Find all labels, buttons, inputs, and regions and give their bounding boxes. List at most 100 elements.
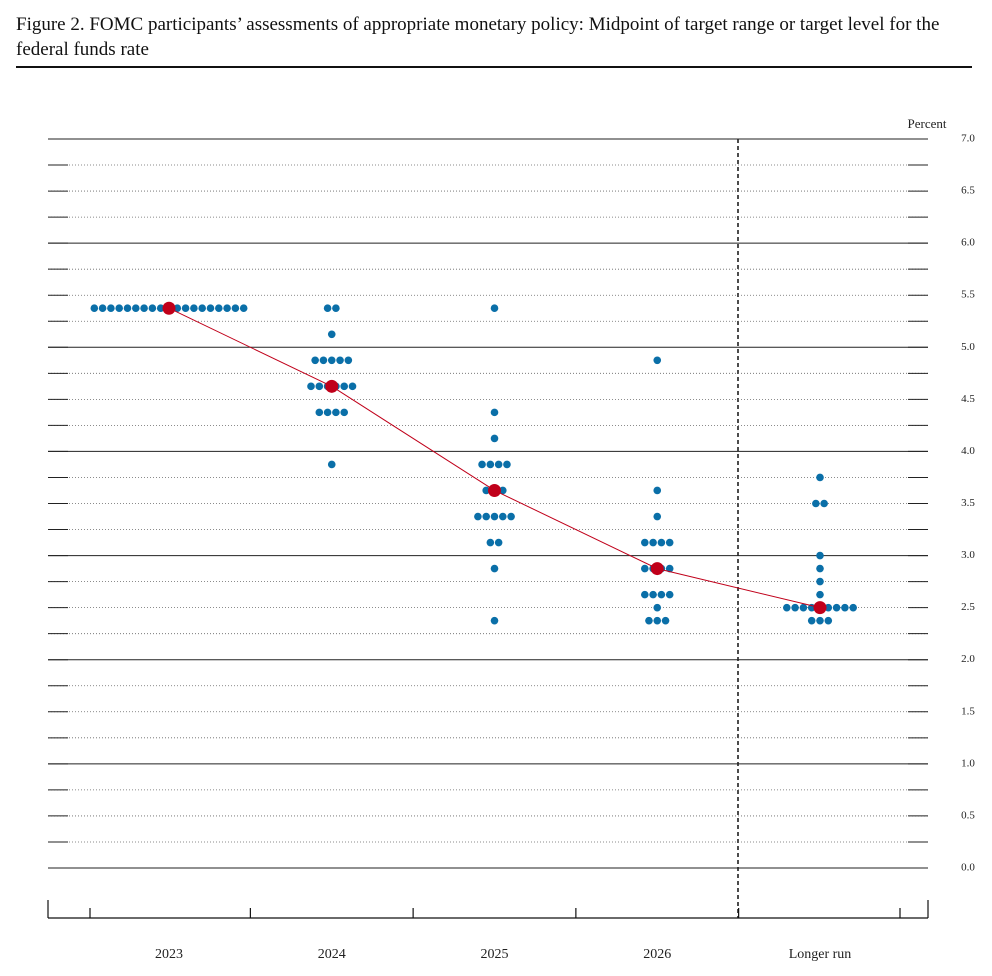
participant-dot (494, 538, 503, 547)
participant-dot (107, 304, 115, 313)
participant-dot (820, 499, 828, 508)
participant-dot (323, 408, 332, 417)
participant-dot (231, 304, 240, 313)
median-line (168, 307, 821, 609)
participant-dot (336, 356, 344, 365)
participant-dot (315, 382, 324, 391)
participant-dot (841, 603, 849, 612)
participant-dot (490, 304, 499, 313)
participant-dot (307, 382, 315, 391)
participant-dot (494, 460, 503, 469)
participant-dot (315, 408, 324, 417)
participant-dot (332, 408, 340, 417)
participant-dot (206, 304, 215, 313)
participant-dot (649, 538, 657, 547)
participant-dot (653, 356, 662, 365)
x-tick-label: 2024 (318, 947, 346, 962)
x-tick-label: 2026 (643, 947, 671, 962)
median-dot (162, 301, 176, 315)
participant-dot (148, 304, 157, 313)
y-tick-label: 5.5 (961, 289, 975, 301)
participant-dot (98, 304, 107, 313)
participant-dot (239, 304, 248, 313)
y-tick-label: 1.0 (961, 757, 975, 769)
participant-dot (190, 304, 198, 313)
y-tick-label: 4.0 (961, 445, 975, 457)
participant-dot (799, 603, 808, 612)
participant-dot (490, 408, 499, 417)
title-rule (16, 66, 972, 68)
median-dot (325, 379, 339, 393)
participant-dot (812, 499, 820, 508)
participant-dot (332, 304, 340, 313)
participant-dot (816, 577, 824, 586)
y-tick-label: 6.5 (961, 185, 975, 197)
participant-dot (641, 538, 649, 547)
participant-dot (348, 382, 357, 391)
participant-dot (653, 512, 662, 521)
participant-dot (816, 564, 824, 573)
participant-dot (319, 356, 328, 365)
y-axis-label: Percent (908, 116, 947, 131)
participant-dot (340, 382, 349, 391)
participant-dot (653, 616, 662, 625)
y-tick-label: 2.0 (961, 653, 975, 665)
participant-dot (323, 304, 332, 313)
participant-dot (832, 603, 841, 612)
participant-dot (486, 538, 495, 547)
participant-dot (123, 304, 132, 313)
participant-dot (344, 356, 353, 365)
participant-dot (507, 512, 515, 521)
participant-dot (649, 590, 657, 599)
participant-dot (140, 304, 148, 313)
y-tick-label: 1.5 (961, 705, 975, 717)
participant-dot (657, 538, 666, 547)
y-tick-label: 3.0 (961, 549, 975, 561)
participant-dot (816, 473, 824, 482)
x-tick-label: 2025 (481, 947, 509, 962)
y-tick-label: 4.5 (961, 393, 975, 405)
participant-dot (824, 616, 833, 625)
participant-dot (490, 564, 499, 573)
participant-dot (791, 603, 799, 612)
participant-dot (849, 603, 857, 612)
y-tick-label: 3.5 (961, 497, 975, 509)
participant-dot (653, 603, 662, 612)
participant-dot (824, 603, 833, 612)
participant-dot (641, 564, 649, 573)
participant-dot (665, 564, 674, 573)
participant-dot (665, 590, 674, 599)
participant-dot (327, 356, 336, 365)
participant-dot (482, 512, 491, 521)
participant-dot (311, 356, 319, 365)
participant-dot (816, 590, 824, 599)
participant-dot (490, 434, 499, 443)
x-tick-label: Longer run (789, 947, 852, 962)
y-tick-label: 0.0 (961, 862, 975, 874)
participant-dot (490, 616, 499, 625)
participant-dot (156, 304, 165, 313)
participant-dot (173, 304, 182, 313)
y-tick-label: 6.0 (961, 237, 975, 249)
chart-title: Figure 2. FOMC participants’ assessments… (16, 14, 940, 60)
participant-dot (657, 590, 666, 599)
participant-dot (482, 486, 491, 495)
median-dot (813, 601, 827, 615)
median-dot (488, 483, 501, 497)
y-tick-label: 2.5 (961, 601, 975, 613)
participant-dot (645, 616, 653, 625)
y-tick-label: 7.0 (961, 133, 975, 145)
participant-dot (115, 304, 123, 313)
participant-dot (132, 304, 140, 313)
participant-dot (327, 330, 336, 339)
participant-dot (215, 304, 223, 313)
y-tick-label: 0.5 (961, 809, 975, 821)
median-dot (650, 562, 664, 576)
participant-dot (503, 460, 511, 469)
participant-dot (783, 603, 791, 612)
participant-dot (661, 616, 670, 625)
participant-dot (486, 460, 495, 469)
participant-dot (641, 590, 649, 599)
participant-dot (816, 551, 824, 560)
